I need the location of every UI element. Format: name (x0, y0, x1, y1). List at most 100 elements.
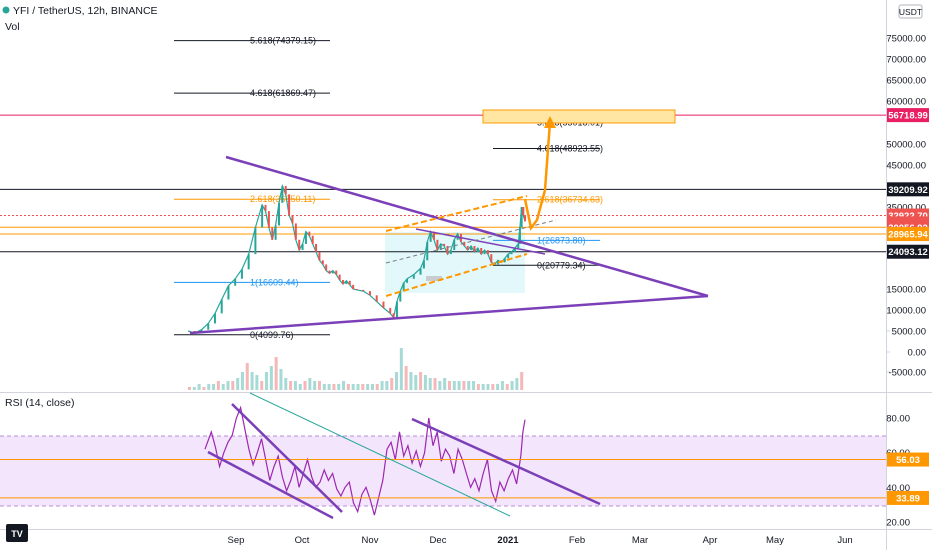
channel-lower (385, 253, 528, 297)
fib-level-label: 2.618(36734.63) (537, 195, 603, 205)
price-candle (412, 274, 415, 279)
fib-level-label: 1(16609.44) (250, 277, 299, 287)
volume-bar (260, 381, 264, 390)
price-candle (345, 280, 348, 285)
price-candle (436, 239, 439, 251)
volume-bar (202, 387, 206, 390)
volume-bar (390, 378, 394, 390)
time-axis[interactable]: Sep Oct Nov Dec 2021 Feb Mar Apr May Jun (228, 535, 853, 546)
tradingview-logo[interactable]: TV (6, 524, 28, 542)
price-pane (0, 0, 886, 392)
time-axis-tick-label: 2021 (497, 535, 519, 546)
rsi-upper-trendline-a (231, 403, 343, 513)
projection-arrowhead (544, 116, 556, 128)
fib-level-label: 0(4099.76) (250, 330, 294, 340)
price-candle (517, 243, 520, 248)
price-candle (513, 248, 516, 253)
volume-bar (505, 384, 509, 390)
price-marker-badge (887, 182, 929, 197)
price-candle (355, 289, 358, 290)
price-candle (240, 269, 243, 279)
price-candle (321, 260, 324, 265)
volume-bar (317, 381, 321, 390)
rsi-marker-label: 33.89 (896, 493, 920, 504)
volume-bar (346, 384, 350, 390)
price-candle (247, 254, 250, 270)
volume-bar (240, 372, 244, 390)
price-candle (261, 204, 264, 228)
price-candle (301, 243, 304, 251)
price-axis-tick-label: -5000.00 (888, 368, 926, 379)
volume-bar (236, 378, 240, 390)
price-candle (264, 204, 267, 212)
logo-text: TV (11, 529, 23, 539)
volume-bar (500, 381, 504, 390)
price-candle (402, 282, 405, 292)
price-candle (522, 207, 525, 216)
time-axis-tick-label: Apr (703, 535, 718, 546)
volume-bar (356, 384, 360, 390)
volume-bar (438, 381, 442, 390)
time-axis-tick-label: Feb (569, 535, 585, 546)
price-candle (234, 278, 237, 286)
price-candle (449, 250, 452, 255)
currency-label: USDT (899, 7, 922, 17)
rsi-lower-trendline-a (207, 450, 334, 520)
rsi-marker-badge (887, 490, 929, 505)
price-candle (284, 186, 287, 195)
price-candle (227, 285, 230, 300)
price-candle (281, 186, 284, 203)
fib-level-label: 0(20779.34) (537, 260, 586, 270)
price-axis-tick-label: 10000.00 (886, 306, 926, 317)
price-marker-label: 28965.94 (888, 230, 928, 241)
ascending-trendline (189, 294, 709, 335)
rsi-teal-trendline (249, 392, 511, 517)
price-candle (443, 243, 446, 246)
volume-bar (399, 348, 403, 390)
currency-button[interactable] (898, 4, 923, 19)
time-axis-tick-label: Oct (295, 535, 310, 546)
price-marker-badge (887, 227, 929, 242)
price-axis-tick-label: 70000.00 (886, 55, 926, 66)
volume-bar (188, 387, 191, 390)
price-candle (476, 248, 479, 253)
volume-bar (419, 372, 423, 390)
fib-level-label: 4.618(48923.55) (537, 144, 603, 154)
volume-bar (269, 366, 273, 390)
volume-bar (361, 384, 365, 390)
price-axis[interactable]: 75000.00 70000.00 65000.00 60000.00 50000.00… (886, 34, 929, 379)
price-marker-label: 24093.12 (888, 247, 928, 258)
volume-bar (279, 369, 283, 390)
inner-trendline (415, 228, 546, 255)
price-marker-label: 39209.92 (888, 185, 928, 196)
price-candle (375, 295, 378, 302)
price-candle (254, 227, 257, 255)
price-candle (490, 254, 493, 263)
volume-bar (197, 384, 201, 390)
price-candle (213, 313, 216, 324)
rsi-trendlines (207, 392, 601, 520)
volume-bar (395, 372, 399, 390)
time-axis-tick-label: May (766, 535, 784, 546)
volume-bar (476, 384, 480, 390)
channel-marker (426, 276, 442, 281)
price-candle (294, 223, 297, 240)
price-candle (277, 202, 280, 226)
time-axis-tick-label: Mar (632, 535, 648, 546)
volume-bar (245, 363, 249, 390)
rsi-levels (0, 459, 886, 499)
vol-label: Vol (5, 21, 20, 33)
volume-bar (496, 384, 500, 390)
price-candle (331, 270, 334, 274)
fib-level-label: 5.618(74379.15) (250, 36, 316, 46)
price-axis-tick-label: 65000.00 (886, 76, 926, 87)
price-candle (274, 225, 277, 240)
logo-badge (6, 524, 28, 542)
rsi-upper-trendline-b (411, 417, 601, 506)
fib-level-label: 1(26873.80) (537, 235, 586, 245)
volume-bar (351, 384, 355, 390)
volume-bar (212, 384, 216, 390)
time-axis-tick-label: Nov (362, 535, 379, 546)
